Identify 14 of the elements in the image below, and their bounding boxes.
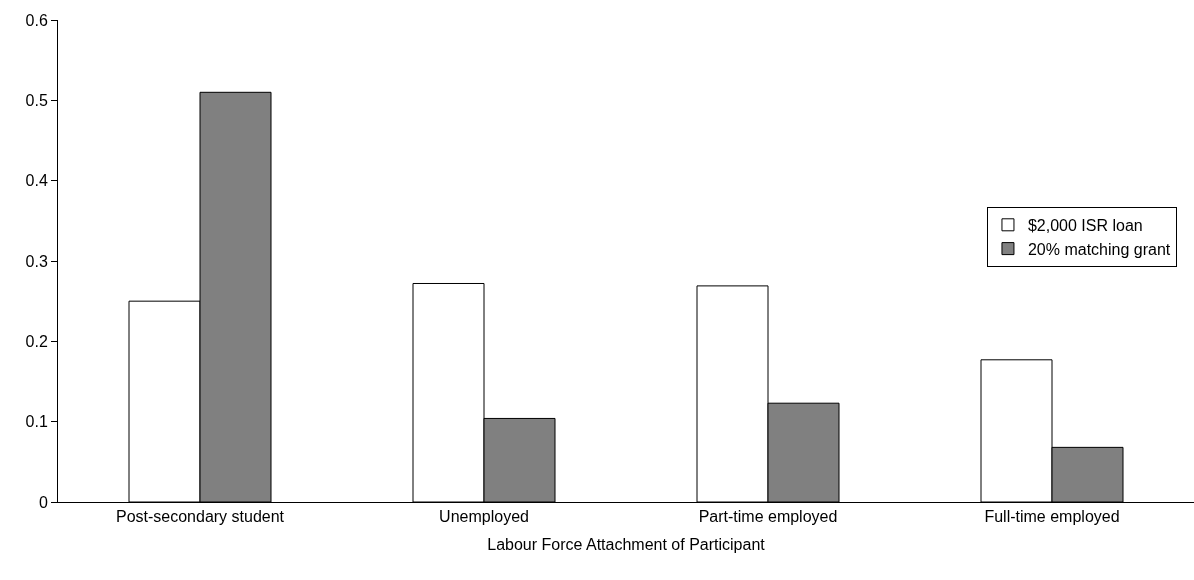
y-tick-label: 0.2: [25, 332, 48, 350]
y-tick-label: 0.3: [25, 252, 48, 270]
y-tick-label: 0.1: [25, 413, 48, 431]
y-tick-label: 0.5: [25, 91, 48, 109]
legend-label: $2,000 ISR loan: [1027, 217, 1143, 235]
x-axis-title: Labour Force Attachment of Participant: [487, 535, 766, 553]
x-tick-label: Unemployed: [439, 508, 529, 526]
legend-label: 20% matching grant: [1027, 240, 1171, 258]
x-tick-label: Post-secondary student: [115, 508, 285, 526]
y-tick-label: 0: [38, 493, 48, 511]
y-tick-label: 0.6: [25, 11, 48, 29]
x-tick-label: Full-time employed: [984, 508, 1120, 526]
x-tick-label: Part-time employed: [698, 508, 838, 526]
y-tick-label: 0.4: [25, 172, 48, 190]
